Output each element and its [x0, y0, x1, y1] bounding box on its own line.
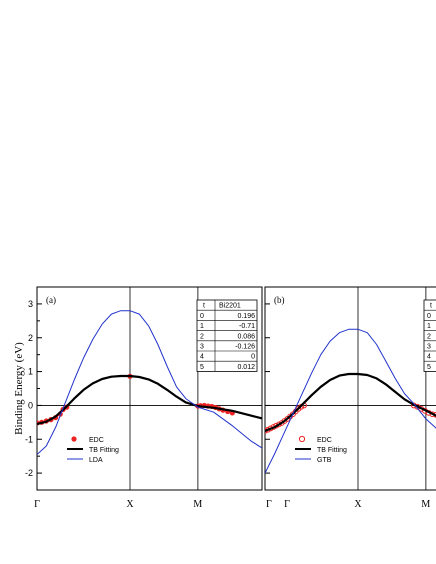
table-cell: -0.71	[239, 323, 255, 330]
x-tick-label: Γ	[284, 499, 290, 510]
legend-label: LDA	[89, 457, 103, 464]
y-tick-label: -1	[25, 434, 33, 444]
panel-a: -2 -1 0 1 2 3 Γ X M Γ (a) EDC TB Fitting LDA t Bi2201 0 0…	[25, 286, 290, 510]
table-header: Bi2201	[219, 303, 241, 310]
table-cell: 2	[427, 333, 431, 340]
table-cell: 4	[200, 354, 204, 361]
y-tick-label: 1	[28, 367, 33, 377]
table-cell: 5	[427, 364, 431, 371]
table-cell: 0.086	[237, 333, 255, 340]
x-tick-label: X	[126, 499, 134, 510]
x-tick-label: M	[421, 499, 430, 510]
table-cell: 0.012	[237, 364, 255, 371]
table-cell: 3	[427, 344, 431, 351]
legend-label: TB Fitting	[89, 447, 119, 454]
series-tb-fitting-line	[265, 372, 436, 432]
table-cell: 3	[200, 344, 204, 351]
table-cell: 1	[427, 323, 431, 330]
x-tick-label: Γ	[266, 499, 272, 510]
table-cell: -0.126	[235, 344, 255, 351]
series-tb-fitting-line	[37, 374, 262, 426]
series-lda-line	[37, 310, 262, 455]
x-tick-label: M	[193, 499, 202, 510]
y-tick-label: 2	[28, 333, 33, 343]
y-tick-label: -2	[25, 468, 33, 478]
table-frame	[196, 299, 258, 372]
series-group	[265, 328, 436, 474]
table-cell: 0.196	[237, 313, 255, 320]
legend-label: EDC	[89, 437, 104, 444]
legend-label: TB Fitting	[317, 447, 347, 454]
table-cell: 2	[200, 333, 204, 340]
parameter-table: t 0 1 2 3 4 5	[423, 299, 436, 372]
table-header: t	[430, 303, 432, 310]
panel-b: Γ X M (b) EDC TB Fitting GTB t 0 1 2 3 4 5	[264, 286, 436, 510]
x-tick-label: X	[354, 499, 362, 510]
legend-marker	[298, 435, 306, 443]
table-frame	[423, 299, 436, 372]
x-tick-label: Γ	[34, 499, 40, 510]
panel-label: (a)	[46, 295, 56, 305]
table-cell: 5	[200, 364, 204, 371]
series-gtb-line	[265, 328, 436, 474]
table-cell: 0	[427, 313, 431, 320]
table-cell: 4	[427, 354, 431, 361]
y-tick-label: 0	[28, 400, 33, 410]
plot-frame	[264, 286, 436, 491]
panel-label: (b)	[274, 295, 285, 305]
table-header: t	[203, 303, 205, 310]
table-cell: 0	[200, 313, 204, 320]
legend-label: EDC	[317, 437, 332, 444]
y-axis-label: Binding Energy (eV)	[13, 342, 25, 435]
legend-marker	[71, 436, 77, 442]
table-cell: 1	[200, 323, 204, 330]
y-tick-label: 3	[28, 299, 33, 309]
parameter-table: t Bi2201 0 0.196 1 -0.71 2 0.086 3 -0.126 4 0 5 0.012	[196, 299, 258, 372]
series-group	[37, 310, 262, 455]
legend-label: GTB	[317, 457, 332, 464]
table-cell: 0	[251, 354, 255, 361]
